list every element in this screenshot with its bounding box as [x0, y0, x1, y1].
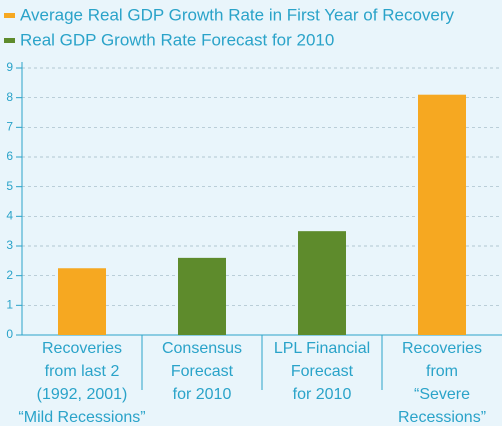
x-tick-label: Recoveries	[402, 340, 482, 357]
x-tick-label: from	[426, 363, 458, 380]
y-tick-label: 3	[6, 238, 13, 252]
x-tick-label: (1992, 2001)	[37, 386, 128, 403]
bar	[418, 94, 466, 335]
bar	[58, 268, 106, 335]
legend-swatch	[4, 13, 15, 18]
y-tick-label: 9	[6, 60, 13, 74]
y-tick-label: 0	[6, 327, 13, 341]
x-tick-label: “Mild Recessions”	[18, 409, 145, 426]
x-tick-label: Recessions”	[398, 409, 486, 426]
x-tick-label: Forecast	[291, 363, 354, 380]
y-tick-label: 4	[6, 209, 13, 223]
x-tick-label: LPL Financial	[274, 340, 370, 357]
y-tick-label: 1	[6, 298, 13, 312]
bar	[178, 257, 226, 335]
x-tick-label: Recoveries	[42, 340, 122, 357]
y-tick-label: 7	[6, 120, 13, 134]
legend-swatch	[4, 38, 15, 43]
x-tick-label: Forecast	[171, 363, 234, 380]
y-tick-label: 5	[6, 179, 13, 193]
x-tick-label: for 2010	[173, 386, 232, 403]
y-tick-label: 2	[6, 268, 13, 282]
legend-label: Average Real GDP Growth Rate in First Ye…	[20, 5, 455, 24]
y-tick-label: 8	[6, 90, 13, 104]
x-tick-label: Consensus	[162, 340, 242, 357]
bar	[298, 231, 346, 335]
x-tick-label: “Severe	[414, 386, 470, 403]
y-tick-label: 6	[6, 149, 13, 163]
legend-label: Real GDP Growth Rate Forecast for 2010	[20, 30, 334, 49]
x-tick-label: for 2010	[293, 386, 352, 403]
x-tick-label: from last 2	[45, 363, 120, 380]
